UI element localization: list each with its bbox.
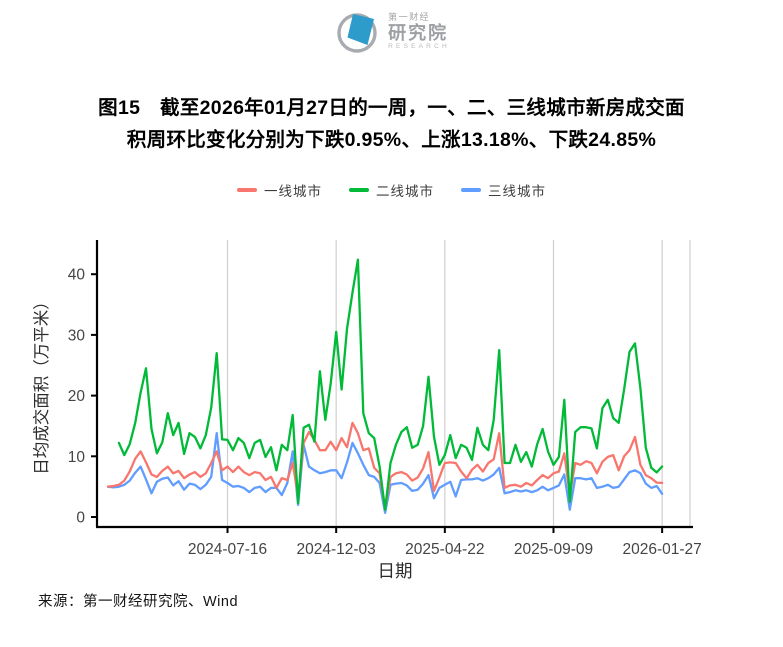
logo-mark-icon	[337, 13, 377, 53]
x-tick-label-2024-12-03: 2024-12-03	[297, 541, 376, 558]
y-tick-label-30: 30	[68, 327, 86, 344]
series-line-tier3	[106, 432, 664, 514]
chart-container: 0 10 20 30 40 2024-07-16 2024-12-03 2025-04-22 2…	[30, 232, 755, 582]
legend-item-tier1: 一线城市	[237, 180, 322, 200]
source-note: 来源：第一财经研究院、Wind	[38, 594, 239, 610]
legend-label-tier3: 三线城市	[488, 184, 546, 199]
series-line-tier1	[106, 421, 664, 510]
chart-legend: 一线城市 二线城市 三线城市	[0, 180, 783, 200]
figure-title: 图15 截至2026年01月27日的一周，一、二、三线城市新房成交面 积周环比变…	[30, 93, 753, 156]
x-tick-label-2025-09-09: 2025-09-09	[514, 541, 593, 558]
logo-brand-top: 第一财经	[388, 12, 431, 23]
legend-swatch-tier2	[349, 188, 369, 192]
logo-text: 第一财经 研究院 RESEARCH	[388, 13, 450, 51]
legend-swatch-tier1	[237, 188, 257, 192]
legend-item-tier2: 二线城市	[349, 180, 434, 200]
y-tick-label-10: 10	[68, 449, 86, 466]
brand-logo: 第一财经 研究院 RESEARCH	[0, 8, 783, 56]
legend-label-tier2: 二线城市	[376, 184, 434, 199]
new-home-sales-line-chart: 0 10 20 30 40 2024-07-16 2024-12-03 2025-04-22 2…	[32, 240, 702, 581]
legend-item-tier3: 三线城市	[461, 180, 546, 200]
x-tick-label-2026-01-27: 2026-01-27	[622, 541, 701, 558]
logo-brand-sub: RESEARCH	[388, 43, 450, 51]
y-tick-label-20: 20	[68, 388, 86, 405]
figure-title-line2: 积周环比变化分别为下跌0.95%、上涨13.18%、下跌24.85%	[126, 128, 657, 151]
x-axis-title: 日期	[378, 561, 413, 581]
legend-swatch-tier3	[461, 188, 481, 192]
x-tick-label-2025-04-22: 2025-04-22	[405, 541, 484, 558]
series-line-tier2	[117, 258, 664, 511]
y-tick-label-40: 40	[68, 267, 86, 284]
x-tick-label-2024-07-16: 2024-07-16	[188, 541, 267, 558]
y-tick-label-0: 0	[76, 510, 85, 527]
y-axis-title: 日均成交面积（万平米）	[32, 293, 51, 475]
logo-brand-main: 研究院	[388, 23, 449, 44]
figure-title-line1: 图15 截至2026年01月27日的一周，一、二、三线城市新房成交面	[98, 97, 685, 119]
legend-label-tier1: 一线城市	[264, 184, 322, 199]
